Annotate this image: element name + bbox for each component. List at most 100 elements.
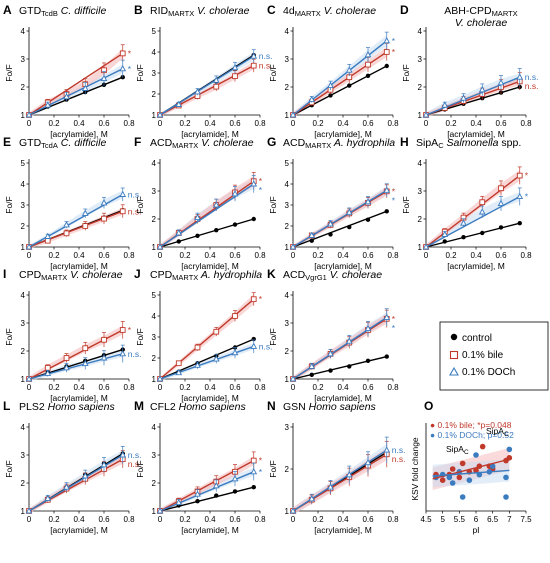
point-doch — [156, 507, 164, 514]
significance-label: n.s. — [128, 349, 142, 359]
point-control — [214, 228, 219, 233]
fit-line — [432, 469, 510, 477]
legend-text: 0.1% bile; — [438, 420, 478, 430]
y-tick-label: 4 — [418, 159, 423, 168]
fit-line-bile — [159, 459, 255, 512]
y-tick-label: 2 — [152, 90, 157, 99]
panel-letter: I — [3, 267, 6, 281]
x-tick-label: 0 — [27, 515, 32, 524]
panel-letter: A — [3, 3, 12, 17]
x-tick-label: 0.8 — [254, 119, 266, 128]
title-part: CFL2 — [150, 401, 176, 413]
significance-label: * — [392, 186, 396, 196]
point-doch — [175, 229, 183, 236]
fit-line-doch — [28, 353, 123, 380]
x-tick-label: 0.2 — [179, 515, 191, 524]
title-part: TcdB — [41, 9, 58, 18]
point-doch — [212, 201, 220, 208]
y-tick-label: 2 — [21, 222, 26, 231]
x-axis-label: [acrylamide], M — [447, 261, 505, 271]
point-control — [461, 235, 466, 240]
title-part: V. cholerae — [67, 269, 122, 281]
x-tick-label: 0.8 — [520, 119, 532, 128]
significance-label: n.s. — [259, 51, 273, 61]
y-tick-label: 1 — [21, 375, 26, 384]
panel-title: GSN Homo sapiens — [283, 401, 377, 413]
x-tick-label: 0.4 — [73, 251, 85, 260]
y-tick-label: 3 — [21, 451, 26, 460]
point-doch — [250, 468, 258, 475]
point-bile — [383, 49, 390, 55]
significance-label: * — [128, 64, 132, 74]
point-doch — [383, 446, 391, 453]
panel-letter: L — [3, 399, 10, 413]
x-tick-label: 0.4 — [470, 251, 482, 260]
x-tick-label: 0.4 — [337, 515, 349, 524]
panel-n: N GSN Homo sapiens 0 0.2 0.4 0.6 0.8 1 2 3 [acryla… — [267, 399, 405, 535]
y-tick-label: 1 — [21, 111, 26, 120]
y-tick-label: 3 — [418, 55, 423, 64]
y-tick-label: 1 — [285, 375, 290, 384]
point-doch — [308, 95, 316, 103]
x-axis-label: [acrylamide], M — [50, 393, 108, 403]
x-tick-label: 0 — [158, 383, 163, 392]
x-tick-label: 0 — [424, 119, 429, 128]
point-doch — [364, 324, 372, 332]
panel-title: ACDVgrG1 V. cholerae — [283, 269, 382, 282]
panel-title: ACDMARTX V. cholerae — [150, 137, 254, 150]
point-doch — [119, 451, 127, 458]
y-tick-label: 1 — [152, 111, 157, 120]
significance-label: * — [392, 36, 396, 46]
point-doch — [156, 111, 164, 118]
point-bile — [44, 364, 51, 371]
point-doch — [63, 93, 70, 100]
panel-letter: N — [267, 399, 276, 413]
point-doch — [81, 472, 89, 479]
point-control — [365, 358, 371, 363]
y-tick-label: 2 — [285, 347, 290, 356]
point-doch — [478, 208, 486, 215]
point-bile — [479, 443, 486, 450]
scatter-legend-bile: ● 0.1% bile; *p=0.048 — [430, 420, 512, 430]
y-axis-label: Fo/F — [4, 328, 14, 345]
title-part: TcdA — [41, 141, 58, 150]
y-tick-label: 4 — [285, 291, 290, 300]
x-tick-label: 0.2 — [445, 251, 457, 260]
x-tick-label: 0.6 — [362, 515, 374, 524]
panel-title-line2: V. cholerae — [455, 17, 507, 29]
point-control — [384, 209, 389, 214]
panel-title: CPDMARTX V. cholerae — [19, 269, 123, 282]
y-axis-label: Fo/F — [268, 460, 278, 477]
fit-line-bile — [28, 329, 124, 380]
y-tick-label: 5 — [152, 27, 157, 36]
title-part: Salmonella — [444, 137, 499, 149]
y-tick-label: 5 — [152, 291, 157, 300]
point-doch — [489, 463, 496, 470]
point-bile — [101, 215, 107, 222]
x-tick-label: 0.8 — [123, 119, 135, 128]
point-bile — [119, 327, 126, 333]
ci-band-doch — [426, 192, 520, 250]
significance-label: * — [259, 176, 263, 186]
point-doch — [44, 369, 52, 376]
point-doch — [422, 243, 430, 250]
legend-text: 0.1% DOCh; p=0.52 — [438, 430, 515, 440]
point-control — [480, 230, 485, 236]
ci-band-doch — [160, 467, 254, 514]
panel-title: RIDMARTX V. cholerae — [150, 5, 250, 18]
y-axis-label: Fo/F — [135, 64, 145, 81]
x-tick-label: 0.4 — [337, 383, 349, 392]
x-tick-label: 0.2 — [312, 383, 324, 392]
x-axis-label: [acrylamide], M — [447, 129, 505, 139]
fit-line-bile — [28, 210, 123, 248]
y-tick-label: 1 — [152, 243, 157, 252]
x-tick-label: 0 — [27, 383, 32, 392]
x-tick-label: 0.6 — [98, 251, 110, 260]
ci-band-bile — [426, 170, 520, 250]
point-doch — [231, 190, 239, 197]
x-tick-label: 0.6 — [362, 251, 374, 260]
point-doch — [81, 359, 89, 367]
significance-label: n.s. — [392, 454, 406, 464]
